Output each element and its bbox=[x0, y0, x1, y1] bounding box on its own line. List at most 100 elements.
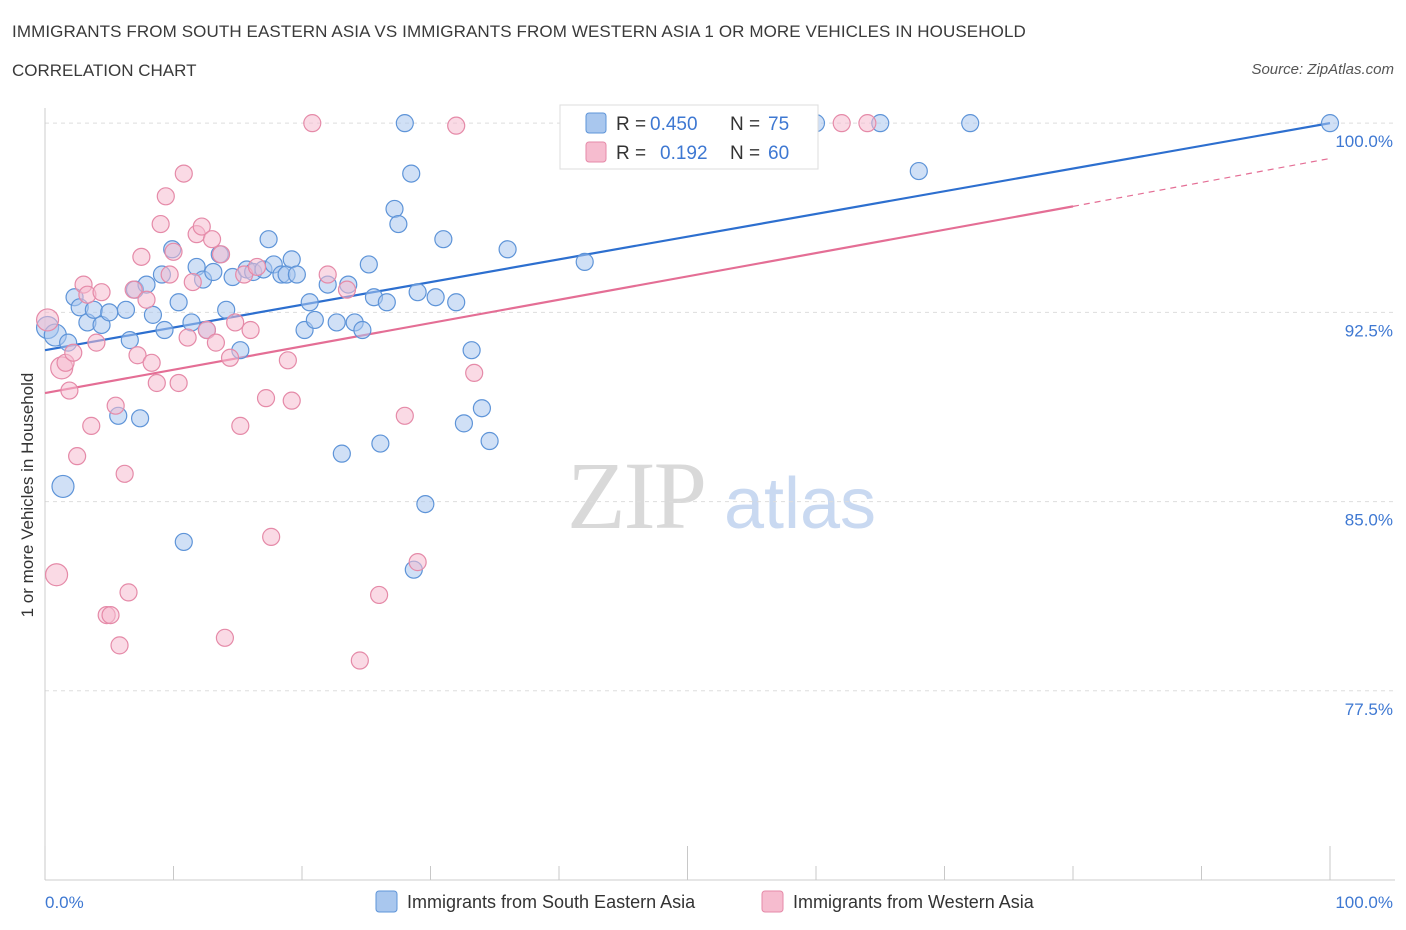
point-western-asia bbox=[92, 283, 111, 302]
point-western-asia bbox=[262, 527, 281, 546]
point-western-asia bbox=[119, 583, 138, 602]
point-western-asia bbox=[197, 320, 217, 340]
y-tick-label: 77.5% bbox=[1345, 700, 1393, 719]
x-tick-label: 0.0% bbox=[45, 893, 84, 912]
point-western-asia bbox=[137, 290, 156, 309]
point-south-eastern-asia bbox=[462, 341, 481, 360]
legend-n-label: N = bbox=[730, 114, 760, 135]
point-western-asia bbox=[337, 280, 357, 299]
point-western-asia bbox=[160, 265, 179, 284]
point-western-asia bbox=[64, 343, 83, 362]
point-western-asia bbox=[128, 346, 147, 365]
point-western-asia bbox=[156, 187, 175, 206]
point-south-eastern-asia bbox=[300, 293, 319, 312]
point-south-eastern-asia bbox=[84, 300, 103, 319]
trend-line-western-asia bbox=[44, 205, 1074, 395]
point-western-asia bbox=[211, 245, 231, 264]
point-western-asia bbox=[370, 585, 389, 605]
point-south-eastern-asia bbox=[389, 214, 408, 234]
y-tick-label: 100.0% bbox=[1335, 132, 1393, 151]
trend-line-south-eastern-asia bbox=[44, 122, 1331, 352]
grid-lines bbox=[45, 122, 1395, 692]
point-south-eastern-asia bbox=[259, 230, 278, 249]
point-western-asia bbox=[303, 114, 322, 133]
point-western-asia bbox=[231, 416, 250, 435]
y-tick-label: 92.5% bbox=[1345, 321, 1393, 340]
point-south-eastern-asia bbox=[155, 320, 174, 340]
point-western-asia bbox=[247, 257, 267, 277]
point-south-eastern-asia bbox=[100, 303, 119, 322]
point-western-asia bbox=[106, 396, 125, 415]
chart-title: IMMIGRANTS FROM SOUTH EASTERN ASIA VS IM… bbox=[12, 22, 1026, 41]
point-south-eastern-asia bbox=[371, 434, 390, 453]
x-tick-label: 100.0% bbox=[1335, 893, 1393, 912]
point-western-asia bbox=[858, 114, 877, 133]
point-south-eastern-asia bbox=[282, 250, 301, 269]
point-south-eastern-asia bbox=[498, 240, 517, 259]
point-south-eastern-asia bbox=[217, 300, 236, 319]
axes bbox=[44, 108, 1395, 881]
point-western-asia bbox=[183, 272, 202, 292]
point-south-eastern-asia bbox=[385, 199, 404, 219]
point-western-asia bbox=[465, 363, 484, 383]
point-western-asia bbox=[142, 353, 161, 372]
legend-r-label: R = bbox=[616, 143, 646, 164]
data-points bbox=[35, 114, 1340, 670]
point-south-eastern-asia bbox=[395, 114, 414, 133]
point-western-asia bbox=[87, 333, 106, 352]
watermark-atlas: atlas bbox=[724, 464, 876, 544]
point-western-asia bbox=[60, 381, 79, 400]
point-south-eastern-asia bbox=[204, 262, 223, 282]
point-south-eastern-asia bbox=[359, 255, 378, 274]
legend-r-value: 0.192 bbox=[660, 143, 708, 164]
point-south-eastern-asia bbox=[182, 313, 201, 332]
point-south-eastern-asia bbox=[353, 320, 372, 340]
point-south-eastern-asia bbox=[909, 161, 928, 181]
point-south-eastern-asia bbox=[169, 293, 188, 312]
point-western-asia bbox=[174, 164, 193, 183]
point-south-eastern-asia bbox=[327, 313, 346, 332]
point-south-eastern-asia bbox=[116, 300, 136, 319]
series-legend-label: Immigrants from South Eastern Asia bbox=[407, 892, 696, 912]
point-western-asia bbox=[151, 214, 170, 234]
point-south-eastern-asia bbox=[961, 114, 980, 133]
point-south-eastern-asia bbox=[472, 399, 491, 418]
point-western-asia bbox=[115, 464, 134, 483]
series-legend: Immigrants from South Eastern Asia Immig… bbox=[375, 890, 1035, 913]
trend-lines bbox=[44, 122, 1331, 395]
point-south-eastern-asia bbox=[1320, 114, 1340, 133]
point-western-asia bbox=[395, 406, 414, 425]
point-western-asia bbox=[241, 320, 260, 340]
point-south-eastern-asia bbox=[402, 164, 421, 183]
legend-n-value: 60 bbox=[768, 143, 789, 164]
point-western-asia bbox=[318, 265, 337, 284]
series-legend-swatch-pink bbox=[761, 890, 784, 913]
point-western-asia bbox=[447, 116, 466, 135]
point-western-asia bbox=[220, 348, 240, 367]
point-south-eastern-asia bbox=[377, 293, 396, 312]
point-western-asia bbox=[202, 230, 222, 249]
point-western-asia bbox=[408, 553, 427, 572]
point-western-asia bbox=[226, 313, 245, 332]
point-south-eastern-asia bbox=[305, 310, 324, 330]
point-western-asia bbox=[169, 373, 188, 393]
point-south-eastern-asia bbox=[143, 305, 163, 324]
series-legend-label: Immigrants from Western Asia bbox=[793, 892, 1035, 912]
point-western-asia bbox=[164, 242, 183, 261]
source-credit: Source: ZipAtlas.com bbox=[1251, 61, 1394, 78]
point-western-asia bbox=[82, 416, 101, 435]
point-western-asia bbox=[124, 280, 143, 299]
tick-labels: 100.0% 92.5% 85.0% 77.5% 0.0% 100.0% bbox=[45, 132, 1393, 912]
legend-r-label: R = bbox=[616, 114, 646, 135]
point-western-asia bbox=[282, 391, 301, 410]
point-western-asia bbox=[256, 389, 276, 408]
series-legend-swatch-blue bbox=[375, 890, 398, 913]
point-south-eastern-asia bbox=[426, 288, 445, 307]
legend-n-value: 75 bbox=[768, 114, 789, 135]
legend-stats: R = 0.450 N = 75 R = 0.192 N = 60 bbox=[559, 104, 819, 170]
point-western-asia bbox=[132, 247, 151, 266]
legend-swatch-pink bbox=[585, 141, 607, 163]
point-south-eastern-asia bbox=[408, 283, 427, 302]
point-western-asia bbox=[832, 114, 851, 133]
